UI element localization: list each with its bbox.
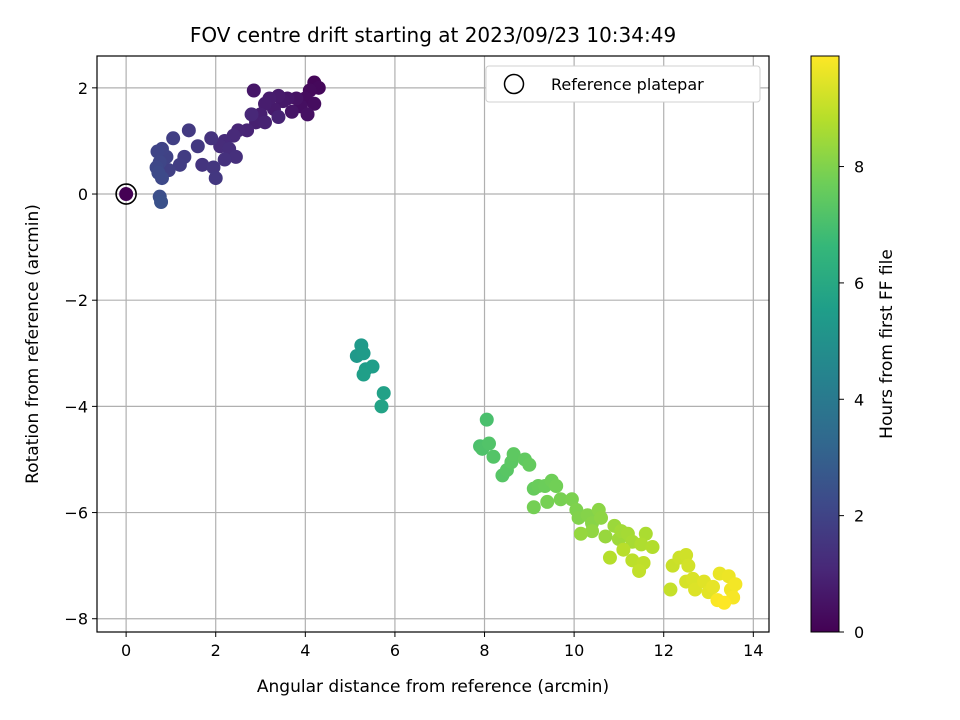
data-point (573, 526, 588, 541)
legend: Reference platepar (485, 65, 761, 103)
x-tick-label: 12 (654, 641, 674, 660)
data-point (681, 558, 696, 573)
colorbar-tick-label: 8 (854, 158, 864, 177)
colorbar-label: Hours from first FF file (877, 249, 897, 439)
data-point (204, 131, 219, 146)
data-point (717, 595, 732, 610)
data-point (482, 436, 496, 451)
colorbar-tick-label: 4 (854, 390, 864, 409)
data-point (356, 367, 371, 382)
x-tick-label: 8 (479, 641, 489, 660)
data-point (594, 510, 608, 525)
data-point (540, 494, 555, 509)
data-point (258, 96, 272, 111)
x-tick-label: 14 (743, 641, 763, 660)
data-point (154, 194, 169, 209)
data-point (486, 449, 501, 464)
data-point (244, 107, 259, 122)
chart-title: FOV centre drift starting at 2023/09/23 … (190, 23, 676, 47)
colorbar-tick-label: 2 (854, 507, 864, 526)
legend-box (485, 65, 761, 103)
data-point (228, 149, 243, 164)
data-point (728, 577, 743, 592)
data-point (549, 479, 564, 494)
plot-frame (96, 55, 770, 633)
legend-entry-label: Reference platepar (551, 75, 704, 94)
reference-point (119, 187, 134, 202)
data-point (271, 110, 286, 125)
x-tick-label: 10 (564, 641, 584, 660)
x-tick-label: 0 (121, 641, 131, 660)
y-tick-label: 0 (78, 185, 88, 204)
colorbar-gradient (810, 55, 840, 633)
data-point (522, 457, 537, 472)
data-point (172, 157, 187, 172)
x-tick-label: 2 (211, 641, 221, 660)
data-point (376, 386, 391, 401)
data-point (374, 399, 389, 414)
x-axis-label: Angular distance from reference (arcmin) (257, 677, 609, 697)
data-point (307, 96, 322, 111)
reference-ring (115, 183, 137, 205)
data-point (685, 571, 700, 586)
data-point (365, 359, 380, 374)
data-point (585, 524, 600, 539)
data-point (300, 107, 315, 122)
reference-marker (115, 183, 137, 205)
y-tick-label: −6 (64, 504, 88, 523)
x-axis: 0 2 4 6 8 10 12 14 (121, 632, 763, 660)
y-tick-label: −2 (64, 291, 88, 310)
data-point (217, 152, 232, 167)
data-point (616, 542, 631, 557)
data-point (602, 550, 617, 565)
data-point (645, 540, 660, 555)
data-point (506, 447, 521, 462)
data-point (246, 83, 261, 98)
data-point (479, 412, 494, 427)
colorbar-tick-label: 6 (854, 274, 864, 293)
data-point (526, 500, 541, 515)
data-point (553, 492, 568, 507)
y-tick-label: 2 (78, 79, 88, 98)
y-tick-label: −4 (64, 397, 88, 416)
data-point (284, 104, 299, 119)
data-point (638, 526, 653, 541)
y-axis-label: Rotation from reference (arcmin) (23, 204, 43, 484)
colorbar-tick-label: 0 (854, 623, 864, 642)
x-tick-label: 6 (390, 641, 400, 660)
data-points (149, 75, 743, 610)
data-point (564, 492, 579, 507)
data-point (166, 131, 181, 146)
data-point (181, 123, 196, 138)
data-point (663, 582, 678, 597)
data-point (688, 582, 703, 597)
data-point (206, 160, 221, 175)
data-point (150, 144, 165, 159)
x-tick-label: 4 (300, 641, 310, 660)
data-point (195, 157, 210, 172)
data-point (151, 165, 166, 180)
y-tick-label: −8 (64, 610, 88, 629)
data-point (625, 553, 640, 568)
y-axis: −8 −6 −4 −2 0 2 (64, 79, 97, 629)
legend-marker-icon (503, 73, 525, 95)
data-point (258, 115, 272, 130)
data-point (632, 563, 647, 578)
data-point (634, 537, 649, 552)
data-point (598, 529, 613, 544)
data-point (356, 346, 371, 361)
data-point (679, 548, 694, 563)
data-point (706, 579, 720, 594)
data-point (208, 171, 223, 186)
data-point (190, 139, 205, 154)
colorbar: 0 2 4 6 8 Hours from first FF file (810, 55, 897, 642)
